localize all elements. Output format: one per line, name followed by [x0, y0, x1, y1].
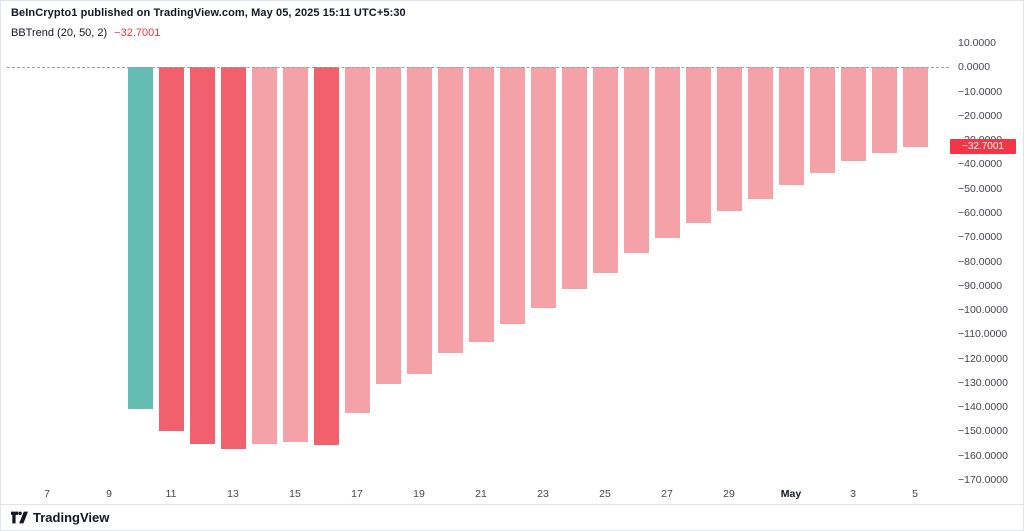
y-tick-label: −120.0000: [958, 352, 1008, 365]
y-tick-label: 10.0000: [958, 37, 996, 49]
y-tick-label: −150.0000: [958, 425, 1008, 438]
time-axis[interactable]: 7 9 11 13 15 17 19 21 23 25 27 29 May 3 5: [1, 480, 1023, 506]
tradingview-brand-text: TradingView: [33, 510, 110, 525]
zero-line: [7, 67, 949, 68]
x-tick-label: 29: [723, 488, 735, 500]
bar: [252, 67, 277, 444]
y-tick-label: −60.0000: [958, 206, 1003, 219]
x-tick-label: 25: [599, 488, 611, 500]
x-tick-label: 9: [106, 488, 112, 500]
last-value-tag: −32.7001: [950, 139, 1016, 155]
y-tick-label: −160.0000: [958, 449, 1008, 462]
footer-bar: TradingView: [1, 504, 1023, 530]
y-tick-label: −80.0000: [958, 255, 1003, 268]
y-tick-label: −90.0000: [958, 279, 1003, 292]
bar: [345, 67, 370, 413]
bar: [841, 67, 866, 162]
x-tick-label: May: [780, 488, 802, 500]
y-tick-label: 0.0000: [958, 61, 991, 74]
y-tick-label: −110.0000: [958, 328, 1008, 341]
bar: [159, 67, 184, 432]
bar: [283, 67, 308, 442]
bar: [128, 67, 153, 409]
y-tick-label: −50.0000: [958, 182, 1003, 195]
y-tick-label: −170.0000: [958, 474, 1008, 486]
bar: [531, 67, 556, 309]
bar: [469, 67, 494, 342]
y-tick-label: −130.0000: [958, 376, 1008, 389]
bar: [810, 67, 835, 174]
x-tick-label: 19: [413, 488, 425, 500]
bar: [717, 67, 742, 212]
price-axis[interactable]: 10.00000.0000−10.0000−20.0000−30.0000−40…: [949, 1, 1023, 486]
bar: [872, 67, 897, 154]
x-tick-label: 3: [850, 488, 856, 500]
bar: [190, 67, 215, 445]
bar: [655, 67, 680, 239]
indicator-value: −32.7001: [114, 27, 161, 39]
x-tick-label: 5: [912, 488, 918, 500]
plot-area[interactable]: [1, 1, 949, 481]
x-tick-label: 23: [537, 488, 549, 500]
published-line: BeInCrypto1 published on TradingView.com…: [11, 7, 406, 19]
bar: [314, 67, 339, 445]
x-tick-label: 11: [165, 488, 177, 500]
tradingview-logo-icon: [11, 511, 28, 524]
bar: [593, 67, 618, 274]
tradingview-logo[interactable]: TradingView: [11, 510, 109, 525]
indicator-legend[interactable]: BBTrend (20, 50, 2) −32.7001: [11, 27, 406, 39]
y-tick-label: −20.0000: [958, 109, 1003, 122]
y-tick-label: −100.0000: [958, 304, 1008, 317]
y-tick-label: −140.0000: [958, 401, 1008, 414]
bar: [903, 67, 928, 147]
y-tick-label: −40.0000: [958, 158, 1003, 171]
x-tick-label: 13: [227, 488, 239, 500]
bar: [221, 67, 246, 450]
bar: [779, 67, 804, 186]
bar: [407, 67, 432, 374]
bar: [438, 67, 463, 354]
x-tick-label: 15: [289, 488, 301, 500]
chart-header: BeInCrypto1 published on TradingView.com…: [11, 7, 406, 39]
y-tick-label: −10.0000: [958, 85, 1003, 98]
bar: [686, 67, 711, 224]
x-tick-label: 7: [44, 488, 50, 500]
bar: [500, 67, 525, 325]
x-tick-label: 21: [475, 488, 487, 500]
bar: [624, 67, 649, 254]
bar: [376, 67, 401, 385]
bar: [562, 67, 587, 290]
y-tick-label: −70.0000: [958, 231, 1003, 244]
indicator-title: BBTrend (20, 50, 2): [11, 27, 108, 39]
x-tick-label: 27: [661, 488, 673, 500]
bar: [748, 67, 773, 200]
x-tick-label: 17: [351, 488, 363, 500]
